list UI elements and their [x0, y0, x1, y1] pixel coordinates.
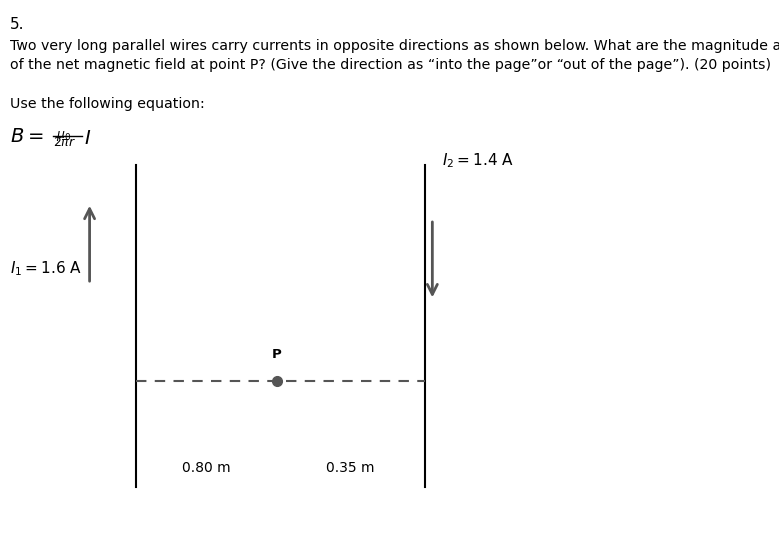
Text: 0.35 m: 0.35 m — [326, 461, 375, 475]
Text: $I_1 = 1.6\ \mathrm{A}$: $I_1 = 1.6\ \mathrm{A}$ — [10, 260, 82, 279]
Text: 0.80 m: 0.80 m — [182, 461, 231, 475]
Text: $2\pi r$: $2\pi r$ — [53, 136, 76, 149]
Text: Use the following equation:: Use the following equation: — [10, 97, 205, 111]
Text: of the net magnetic field at point P? (Give the direction as “into the page”or “: of the net magnetic field at point P? (G… — [10, 58, 771, 72]
Text: $\mu_0$: $\mu_0$ — [56, 129, 71, 143]
Text: $I_2 = 1.4\ \mathrm{A}$: $I_2 = 1.4\ \mathrm{A}$ — [442, 151, 513, 170]
Text: $\it{B}=$: $\it{B}=$ — [10, 127, 44, 146]
Text: $\it{I}$: $\it{I}$ — [84, 129, 91, 148]
Text: Two very long parallel wires carry currents in opposite directions as shown belo: Two very long parallel wires carry curre… — [10, 39, 779, 53]
Text: 5.: 5. — [10, 17, 25, 32]
Text: P: P — [272, 348, 281, 361]
